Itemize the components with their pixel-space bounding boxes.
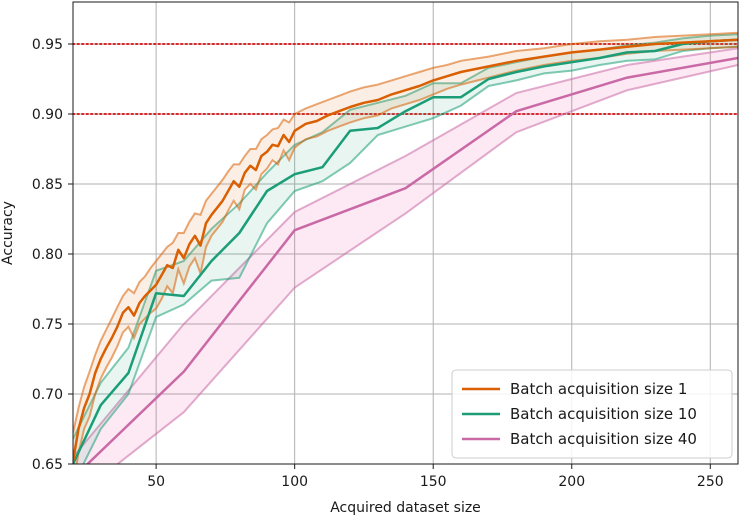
x-tick-label: 250 xyxy=(697,474,724,490)
x-tick-label: 50 xyxy=(147,474,165,490)
reference-lines xyxy=(72,43,739,115)
x-tick-label: 150 xyxy=(420,474,447,490)
y-tick-label: 0.75 xyxy=(32,317,63,333)
series-line xyxy=(73,38,738,462)
confidence-bands xyxy=(73,31,738,464)
plot-frame xyxy=(72,1,739,465)
x-tick-label: 200 xyxy=(558,474,585,490)
confidence-band xyxy=(73,48,738,464)
y-axis-label: Accuracy xyxy=(0,201,16,265)
band-lower-edge xyxy=(82,45,738,464)
x-axis-label: Acquired dataset size xyxy=(330,500,481,516)
legend-box xyxy=(451,369,733,459)
legend-label: Batch acquisition size 1 xyxy=(510,380,687,398)
series-line xyxy=(73,38,738,464)
y-tick-label: 0.80 xyxy=(32,247,63,263)
y-tick-label: 0.95 xyxy=(32,37,63,53)
band-upper-edge xyxy=(73,31,738,434)
legend: Batch acquisition size 1 Batch acquisitio… xyxy=(451,369,733,459)
axis-ticks: 50 100 150 200 250 0.65 0.70 0.75 0.80 0.85 0.90 0.… xyxy=(32,37,724,490)
band-upper-edge xyxy=(73,33,738,440)
y-tick-label: 0.85 xyxy=(32,177,63,193)
legend-label: Batch acquisition size 10 xyxy=(510,405,697,423)
y-tick-label: 0.90 xyxy=(32,107,63,123)
band-upper-edge xyxy=(73,47,738,458)
x-tick-label: 100 xyxy=(281,474,308,490)
band-lower-edge xyxy=(116,64,738,464)
y-tick-label: 0.70 xyxy=(32,387,63,403)
band-lower-edge xyxy=(75,45,738,464)
series-line xyxy=(85,56,738,464)
y-tick-label: 0.65 xyxy=(32,457,63,473)
series-lines xyxy=(73,38,738,464)
legend-label: Batch acquisition size 40 xyxy=(510,430,697,448)
